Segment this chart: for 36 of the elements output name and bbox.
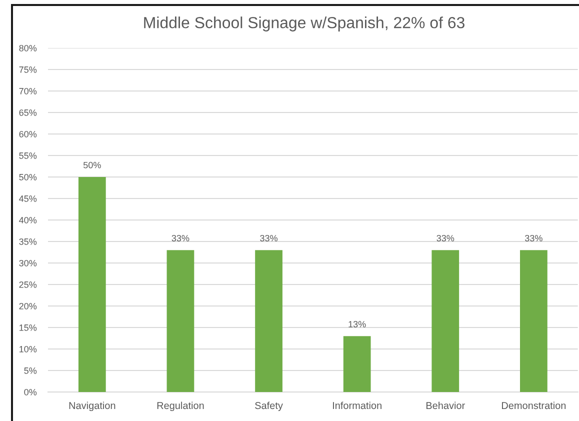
bar (255, 250, 282, 392)
data-label: 33% (525, 234, 542, 242)
y-tick-label: 10% (20, 346, 37, 352)
bar (78, 177, 106, 392)
bar (432, 250, 460, 392)
x-tick-label: Regulation (157, 402, 204, 412)
y-tick-label: 65% (19, 109, 37, 116)
y-tick-label: 40% (19, 216, 37, 224)
y-tick-label: 35% (19, 238, 37, 245)
data-label: 50% (83, 162, 101, 168)
bar (520, 250, 548, 392)
data-label: 13% (348, 320, 366, 328)
x-tick-label: Behavior (426, 402, 465, 410)
x-tick-label: Demonstration (502, 402, 566, 410)
data-label: 33% (172, 234, 190, 242)
y-tick-label: 45% (19, 196, 37, 202)
x-tick-label: Information (332, 402, 382, 410)
y-tick-label: 80% (19, 44, 37, 52)
y-tick-label: 5% (24, 368, 37, 374)
chart-title: Middle School Signage w/Spanish, 22% of 63 (144, 16, 464, 32)
y-tick-label: 25% (19, 281, 37, 288)
data-label: 33% (260, 234, 278, 242)
y-tick-label: 15% (20, 324, 37, 331)
y-tick-label: 55% (19, 152, 37, 159)
y-tick-label: 50% (19, 174, 37, 180)
x-tick-label: Safety (255, 402, 283, 412)
y-tick-label: 75% (19, 66, 37, 73)
bar (343, 336, 371, 392)
y-tick-label: 70% (19, 88, 37, 94)
y-tick-label: 30% (19, 260, 37, 266)
y-tick-label: 60% (19, 130, 37, 138)
x-tick-label: Navigation (69, 402, 116, 412)
y-tick-label: 0% (24, 388, 37, 396)
bar (166, 250, 194, 392)
data-label: 33% (436, 234, 454, 242)
y-tick-label: 20% (19, 302, 37, 310)
